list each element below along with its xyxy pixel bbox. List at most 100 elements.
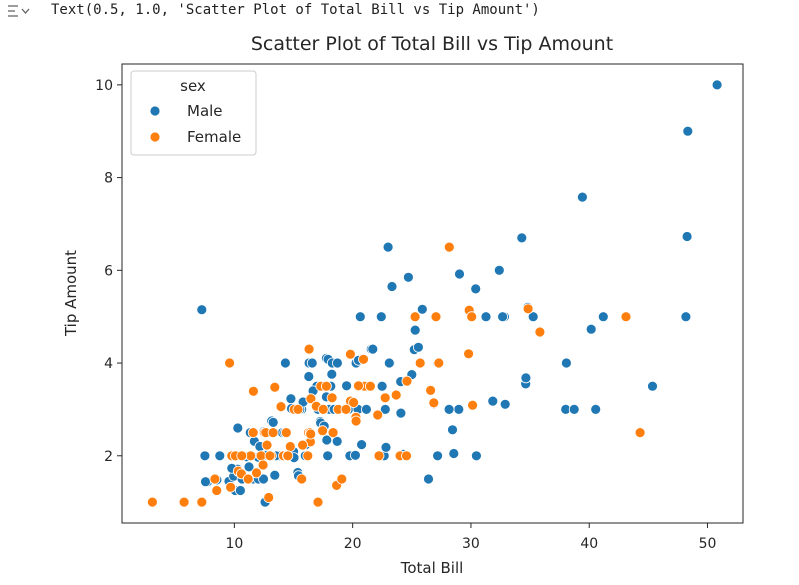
female-point	[264, 450, 276, 462]
female-point	[303, 343, 315, 355]
male-point	[375, 311, 387, 323]
female-point	[467, 399, 479, 411]
x-tick-label: 40	[580, 536, 598, 552]
female-point	[269, 381, 281, 393]
male-point	[303, 371, 315, 382]
female-point	[401, 450, 412, 462]
male-point	[416, 303, 428, 315]
legend-label-male: Male	[187, 102, 223, 120]
female-point	[409, 311, 421, 323]
legend-label-female: Female	[187, 128, 241, 146]
female-point	[327, 427, 339, 439]
female-point	[146, 496, 158, 508]
female-point	[224, 357, 236, 369]
female-point	[284, 441, 296, 452]
male-point	[395, 407, 407, 419]
male-point	[200, 476, 211, 488]
male-point	[443, 403, 455, 415]
male-point	[386, 281, 398, 292]
female-point	[340, 403, 352, 415]
female-point	[620, 311, 632, 323]
female-point	[379, 392, 391, 404]
female-point	[390, 389, 402, 401]
male-point	[487, 395, 499, 407]
male-point	[647, 380, 658, 392]
female-point	[196, 496, 208, 508]
female-point	[292, 403, 304, 415]
female-point	[317, 403, 329, 415]
x-tick-label: 50	[699, 536, 717, 552]
male-point	[306, 357, 318, 369]
male-point	[597, 311, 609, 323]
female-point	[247, 385, 259, 397]
female-point	[257, 459, 269, 471]
male-point	[577, 191, 588, 203]
male-point	[383, 357, 395, 369]
female-point	[211, 485, 223, 496]
legend-box	[130, 70, 257, 156]
female-point	[463, 348, 475, 360]
female-point	[225, 481, 237, 493]
male-point	[376, 380, 388, 392]
legend-title: sex	[180, 77, 206, 95]
male-point	[326, 368, 338, 380]
male-point	[341, 380, 353, 392]
female-point	[209, 473, 221, 485]
male-point	[196, 304, 208, 316]
male-point	[409, 324, 421, 336]
male-point	[354, 311, 366, 323]
output-expand-icon[interactable]	[6, 3, 32, 19]
male-point	[360, 403, 372, 415]
y-axis-label: Tip Amount	[62, 250, 80, 337]
female-point	[336, 473, 348, 485]
y-tick-label: 2	[104, 449, 113, 465]
female-point	[425, 384, 437, 396]
male-point	[499, 398, 511, 410]
female-point	[267, 427, 279, 439]
male-point	[568, 403, 580, 415]
legend-marker-female	[149, 131, 161, 143]
male-point	[379, 403, 391, 415]
female-point	[433, 357, 445, 369]
male-point	[680, 311, 692, 323]
female-point	[344, 348, 356, 360]
legend-marker-male	[149, 105, 161, 117]
male-point	[585, 323, 597, 335]
male-point	[331, 357, 343, 369]
male-point	[269, 469, 281, 481]
female-point	[466, 311, 478, 323]
male-point	[527, 311, 539, 323]
female-point	[320, 380, 332, 392]
male-point	[402, 271, 414, 283]
female-point	[326, 392, 338, 404]
male-point	[590, 403, 602, 415]
y-tick-label: 10	[95, 78, 113, 94]
male-point	[493, 264, 505, 276]
female-point	[178, 496, 190, 508]
x-axis-label: Total Bill	[400, 559, 464, 577]
male-point	[349, 449, 361, 461]
female-point	[428, 397, 440, 409]
female-point	[534, 326, 546, 338]
male-point	[279, 357, 291, 369]
female-point	[364, 380, 376, 392]
male-point	[497, 311, 509, 323]
male-point	[232, 422, 244, 434]
female-point	[358, 353, 369, 365]
x-tick-label: 30	[462, 536, 480, 552]
legend: sex Male Female	[130, 70, 257, 156]
female-point	[372, 409, 384, 421]
female-point	[302, 450, 314, 462]
male-point	[199, 450, 211, 462]
female-point	[353, 380, 364, 392]
male-point	[423, 473, 434, 485]
female-point	[247, 427, 259, 439]
female-point	[236, 450, 248, 462]
male-point	[356, 439, 368, 451]
female-point	[430, 311, 442, 323]
male-point	[453, 403, 465, 415]
female-point	[275, 401, 287, 413]
male-point	[267, 416, 279, 428]
female-point	[522, 303, 534, 315]
